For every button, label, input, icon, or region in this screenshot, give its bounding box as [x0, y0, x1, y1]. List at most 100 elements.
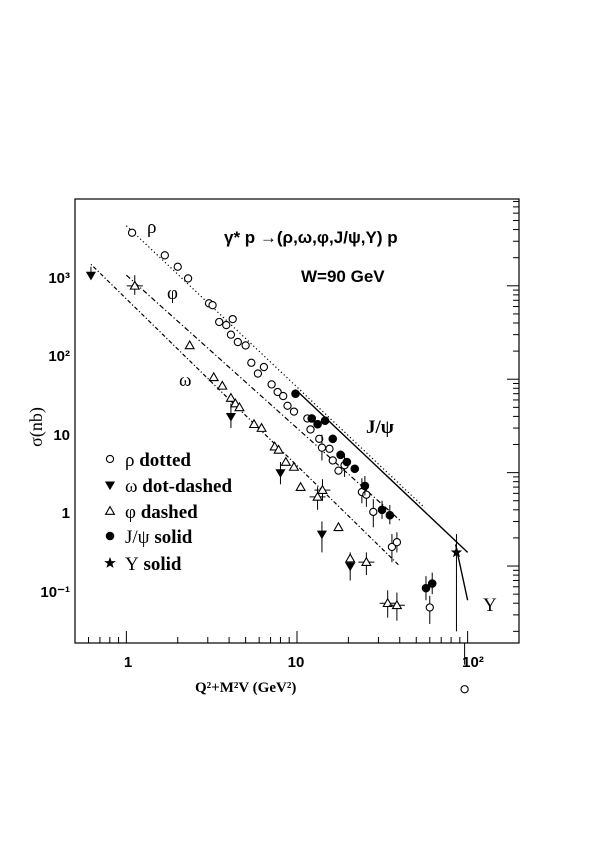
marker-open-circle — [387, 542, 397, 552]
marker-filled-circle — [421, 583, 431, 593]
marker-open-triangle — [208, 371, 220, 382]
series-points — [291, 389, 437, 601]
curve-label-jpsi: J/ψ — [366, 417, 394, 438]
marker-filled-circle — [307, 414, 317, 423]
data-points — [85, 228, 469, 694]
marker-open-circle — [215, 317, 224, 327]
marker-filled-circle — [105, 531, 115, 541]
marker-open-circle — [369, 507, 378, 517]
fit-line-dashed — [125, 274, 401, 521]
fit-line-dotted — [125, 225, 426, 509]
marker-filled-circle — [385, 510, 395, 520]
marker-down-triangle — [104, 481, 116, 491]
marker-open-circle — [247, 358, 256, 367]
marker-open-triangle — [312, 491, 323, 501]
marker-filled-circle — [377, 505, 387, 515]
marker-down-triangle — [316, 530, 328, 540]
series-points — [450, 534, 463, 632]
marker-open-circle — [127, 228, 137, 237]
marker-open-circle — [317, 443, 327, 452]
marker-open-triangle — [184, 339, 196, 350]
x-tick-label-100: 10² — [462, 654, 484, 671]
curve-label-omega: ω — [179, 370, 192, 391]
marker-down-triangle — [225, 412, 237, 422]
marker-open-triangle — [256, 422, 267, 432]
marker-open-circle — [289, 407, 299, 416]
marker-open-circle — [183, 274, 193, 283]
chart-title: γ* p →(ρ,ω,φ,J/ψ,Υ) p — [224, 228, 398, 247]
marker-open-circle — [279, 391, 288, 401]
marker-open-circle — [222, 320, 231, 330]
x-tick-label-1: 1 — [124, 654, 132, 671]
marker-open-triangle — [382, 597, 394, 608]
marker-open-triangle — [288, 461, 300, 471]
marker-open-circle — [425, 603, 434, 612]
marker-down-triangle — [345, 562, 356, 572]
legend-label-omega: ω dot-dashed — [125, 476, 232, 497]
marker-down-triangle — [85, 271, 97, 281]
marker-open-triangle — [104, 505, 116, 515]
marker-open-circle — [315, 434, 324, 443]
legend-label-rho: ρ dotted — [125, 450, 191, 471]
marker-open-triangle — [248, 418, 260, 429]
axis-ticks — [74, 200, 520, 643]
marker-open-circle — [334, 466, 343, 475]
marker-open-circle — [105, 454, 115, 464]
legend-label-phi: φ dashed — [125, 502, 198, 523]
marker-filled-circle — [350, 464, 360, 474]
fit-line-dot-dashed — [90, 263, 401, 567]
marker-filled-circle — [427, 579, 437, 588]
marker-open-triangle — [391, 599, 403, 610]
x-axis-label: Q²+M²V (GeV²) — [195, 680, 296, 696]
marker-open-circle — [283, 401, 292, 410]
marker-open-triangle — [317, 484, 328, 494]
marker-down-triangle — [275, 469, 286, 478]
marker-open-triangle — [295, 481, 306, 491]
marker-open-circle — [460, 685, 469, 694]
marker-filled-circle — [360, 481, 370, 491]
legend: ρ dotted ω dot-dashed φ dashed J/ψ solid… — [104, 450, 232, 575]
marker-filled-circle — [328, 434, 338, 444]
marker-open-triangle — [344, 553, 356, 563]
marker-open-triangle — [225, 392, 237, 402]
marker-open-circle — [306, 425, 315, 434]
curve-label-phi: φ — [167, 283, 178, 304]
marker-open-circle — [173, 262, 182, 271]
marker-open-triangle — [280, 456, 292, 466]
series-points — [126, 275, 405, 621]
marker-open-circle — [233, 337, 242, 347]
y-tick-label-100: 10² — [48, 348, 70, 365]
series-points — [85, 266, 356, 581]
marker-open-circle — [267, 380, 276, 389]
fit-lines — [90, 225, 469, 601]
marker-open-triangle — [229, 397, 241, 408]
marker-open-circle — [241, 341, 250, 350]
marker-open-circle — [228, 314, 237, 324]
marker-open-circle — [328, 456, 337, 465]
marker-filled-circle — [320, 416, 330, 425]
marker-open-circle — [253, 369, 263, 378]
y-tick-label-10: 10 — [53, 427, 70, 444]
marker-filled-circle — [342, 457, 352, 467]
x-tick-label-10: 10 — [288, 654, 305, 671]
marker-open-circle — [325, 444, 334, 453]
y-tick-label-1: 1 — [62, 505, 70, 522]
marker-open-circle — [208, 301, 217, 310]
marker-open-circle — [226, 330, 236, 339]
curve-label-upsilon: Υ — [483, 595, 497, 616]
marker-open-circle — [273, 387, 282, 397]
marker-open-triangle — [273, 444, 284, 454]
marker-open-triangle — [216, 380, 228, 390]
marker-open-triangle — [234, 401, 245, 412]
curve-label-rho: ρ — [147, 217, 156, 238]
series-points — [127, 228, 469, 694]
plot-frame — [74, 198, 520, 644]
chart-subtitle: W=90 GeV — [301, 267, 385, 286]
y-axis-label: σ(nb) — [26, 407, 47, 447]
legend-label-jpsi: J/ψ solid — [125, 527, 193, 548]
marker-open-triangle — [361, 556, 372, 567]
marker-open-circle — [160, 251, 169, 260]
marker-filled-circle — [313, 419, 322, 429]
y-tick-label-1000: 10³ — [48, 270, 70, 287]
